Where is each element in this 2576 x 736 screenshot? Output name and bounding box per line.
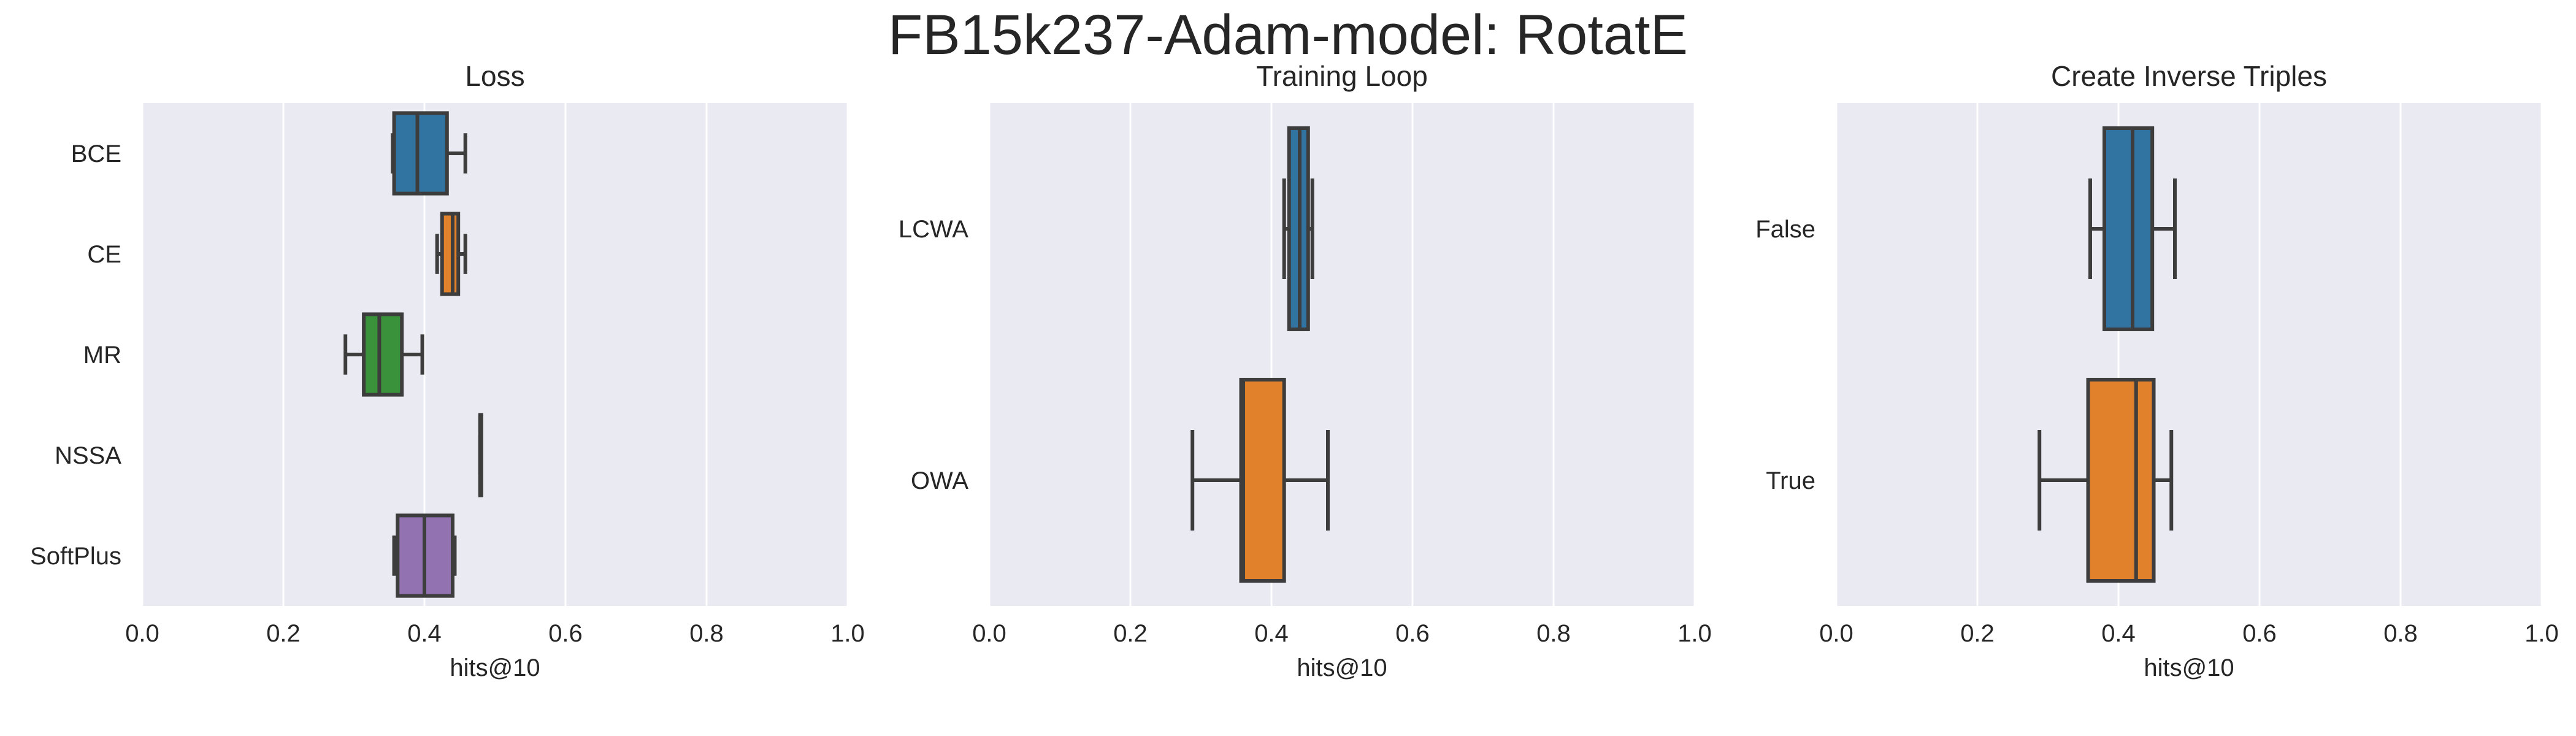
panel2-x-tick-label-1: 0.2: [1113, 620, 1148, 647]
figure-title: FB15k237-Adam-model: RotatE: [888, 4, 1688, 66]
panel1-y-tick-label-4: SoftPlus: [30, 543, 121, 570]
panel1-x-tick-label-1: 0.2: [266, 620, 301, 647]
panel1-title: Loss: [465, 60, 524, 92]
panel1-x-tick-label-5: 1.0: [830, 620, 865, 647]
panel3-plot-background: [1836, 103, 2542, 606]
panel3-x-tick-label-4: 0.8: [2383, 620, 2418, 647]
panel1-x-tick-label-4: 0.8: [689, 620, 724, 647]
panel3-y-tick-label-1: True: [1766, 467, 1815, 494]
panel3-title: Create Inverse Triples: [2051, 60, 2327, 92]
panel1-box-0: [392, 111, 449, 196]
panel3-x-tick-label-5: 1.0: [2524, 620, 2559, 647]
panel2-x-tick-label-0: 0.0: [972, 620, 1006, 647]
panel1-box-2: [362, 312, 404, 397]
panel2-plot-background: [989, 103, 1695, 606]
panel2-y-tick-label-1: OWA: [911, 467, 968, 494]
panel2-x-tick-label-2: 0.4: [1254, 620, 1289, 647]
panel2-x-axis-label: hits@10: [1297, 654, 1387, 681]
panel1-x-tick-label-0: 0.0: [125, 620, 159, 647]
panel3-box-0: [2103, 126, 2155, 331]
panel2-x-tick-label-4: 0.8: [1536, 620, 1571, 647]
panel1-x-tick-label-2: 0.4: [407, 620, 442, 647]
panel1-x-axis-label: hits@10: [450, 654, 540, 681]
panel2-box-1: [1239, 378, 1286, 583]
panel1-y-tick-label-1: CE: [87, 241, 121, 268]
panel2-x-tick-label-5: 1.0: [1677, 620, 1712, 647]
panel1-x-tick-label-3: 0.6: [548, 620, 583, 647]
panel1-box-1: [440, 212, 461, 296]
panel3-x-tick-label-1: 0.2: [1960, 620, 1995, 647]
panel3-x-axis-label: hits@10: [2144, 654, 2234, 681]
panel1-y-tick-label-2: MR: [83, 342, 121, 369]
panel1-plot-background: [142, 103, 848, 606]
panel3-x-tick-label-0: 0.0: [1819, 620, 1853, 647]
panel2-y-tick-label-0: LCWA: [899, 216, 968, 243]
panel2-title: Training Loop: [1256, 60, 1428, 92]
panel3-y-tick-label-0: False: [1755, 216, 1815, 243]
panel2-x-tick-label-3: 0.6: [1395, 620, 1430, 647]
panel3-box-1: [2086, 378, 2156, 583]
panel1-y-tick-label-3: NSSA: [55, 442, 121, 469]
panel1-y-tick-label-0: BCE: [71, 140, 121, 167]
panel3-x-tick-label-2: 0.4: [2101, 620, 2136, 647]
panel3-x-tick-label-3: 0.6: [2242, 620, 2277, 647]
